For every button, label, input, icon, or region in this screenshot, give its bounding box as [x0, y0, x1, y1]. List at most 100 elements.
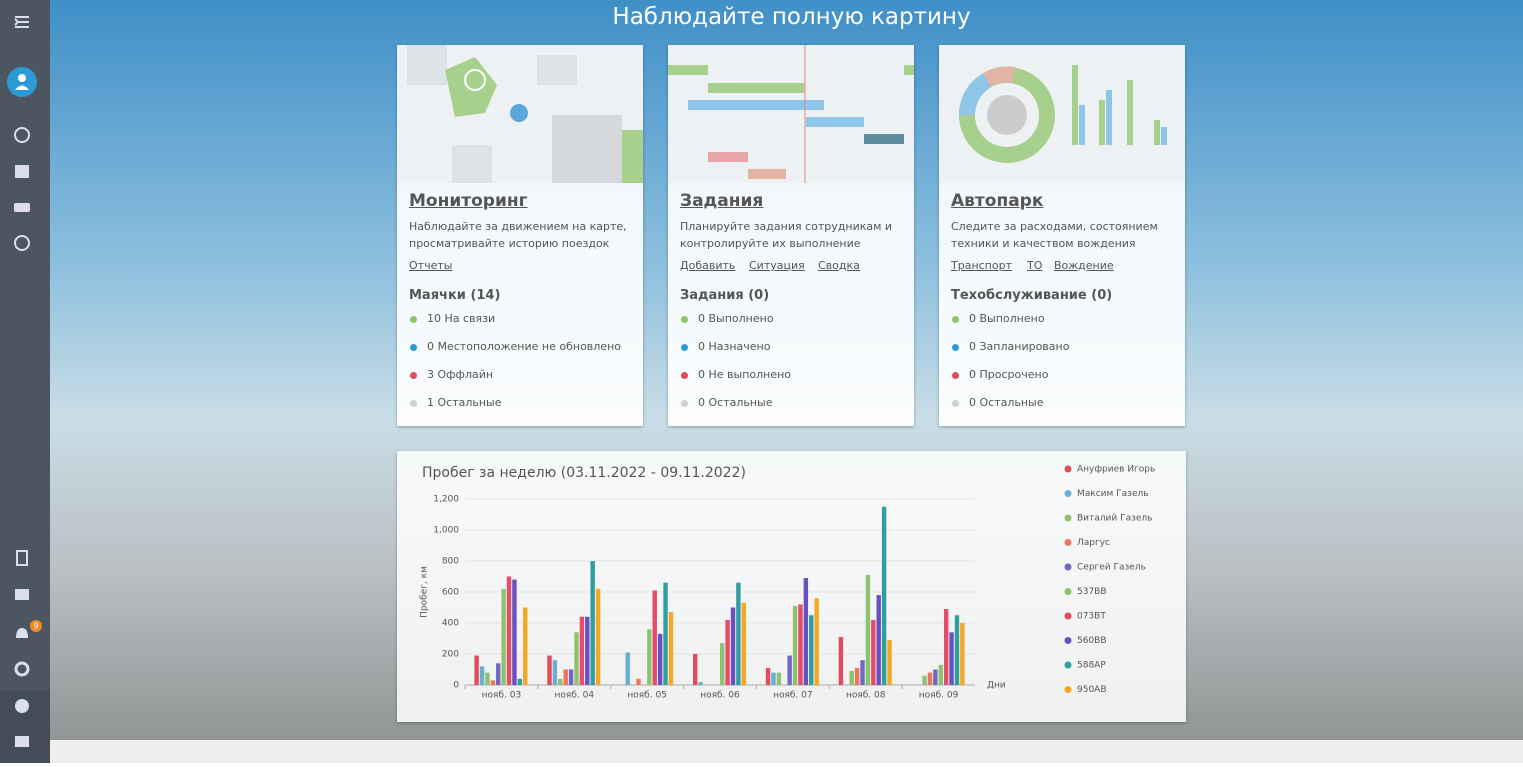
legend-marker — [1064, 661, 1072, 669]
section-title: Маячки (14) — [409, 288, 501, 303]
status-text: 0 Не выполнено — [698, 368, 792, 381]
y-tick-label: 800 — [442, 557, 459, 567]
bar — [887, 640, 892, 685]
card-title[interactable]: Автопарк — [951, 191, 1044, 211]
y-tick-label: 0 — [453, 681, 459, 691]
card-link[interactable]: ТО — [1027, 259, 1043, 272]
bar — [954, 615, 960, 685]
status-text: 1 Остальные — [427, 396, 502, 409]
menu-icon[interactable] — [14, 16, 29, 28]
chat-icon[interactable] — [15, 589, 29, 600]
bar — [595, 588, 601, 685]
legend-label: 537ВВ — [1077, 587, 1107, 597]
card-link[interactable]: Вождение — [1054, 259, 1114, 272]
status-text: 0 Запланировано — [969, 340, 1070, 353]
legend-label: Виталий Газель — [1077, 514, 1152, 524]
card-link[interactable]: Ситуация — [749, 259, 805, 272]
status-dot — [952, 400, 959, 407]
bar — [949, 632, 954, 685]
legend-label: Сергей Газель — [1077, 563, 1146, 573]
bar — [652, 590, 657, 685]
bar — [490, 680, 496, 685]
status-dot — [410, 400, 417, 407]
bar — [552, 660, 558, 685]
status-text: 0 Остальные — [969, 396, 1044, 409]
card-link[interactable]: Сводка — [818, 259, 860, 272]
bar — [849, 671, 854, 685]
card-illustration — [668, 45, 914, 183]
car-icon[interactable] — [14, 203, 30, 212]
bar — [657, 633, 663, 685]
y-axis-label: Пробег, км — [420, 566, 430, 618]
card-illustration — [397, 45, 643, 183]
status-dot — [410, 372, 417, 379]
card-description: просматривайте историю поездок — [409, 237, 610, 250]
legend-marker — [1064, 539, 1072, 546]
bar — [803, 578, 809, 685]
bar — [636, 678, 641, 685]
bar — [741, 602, 746, 685]
status-dot — [952, 372, 959, 379]
card-link[interactable]: Отчеты — [409, 259, 453, 272]
exit-icon[interactable] — [16, 550, 28, 566]
bar — [590, 561, 595, 685]
support-icon[interactable] — [15, 736, 29, 747]
help-icon[interactable] — [15, 699, 29, 713]
bar — [585, 616, 590, 685]
settings-icon[interactable] — [14, 661, 30, 677]
bar — [938, 664, 943, 685]
bar — [814, 598, 819, 685]
y-tick-label: 200 — [442, 650, 459, 660]
legend-label: 073ВТ — [1077, 612, 1106, 622]
clock-icon[interactable] — [14, 235, 30, 251]
status-text: 0 Выполнено — [698, 312, 774, 325]
status-text: 3 Оффлайн — [427, 368, 494, 381]
x-tick-label: нояб. 06 — [700, 691, 740, 701]
bar — [730, 607, 736, 685]
status-dot — [681, 316, 688, 323]
bar — [693, 654, 698, 685]
card-title[interactable]: Задания — [680, 191, 764, 211]
card-title[interactable]: Мониторинг — [409, 191, 528, 211]
bar — [517, 678, 523, 685]
bar — [798, 604, 803, 685]
report-icon[interactable] — [15, 165, 29, 178]
status-dot — [681, 372, 688, 379]
bar — [736, 582, 741, 685]
bar — [943, 609, 949, 685]
legend-marker — [1064, 637, 1072, 644]
legend-label: 588АР — [1077, 661, 1106, 671]
bar — [501, 588, 506, 685]
bar — [579, 616, 585, 685]
bar — [765, 667, 771, 685]
globe-icon[interactable] — [14, 127, 30, 143]
card-link[interactable]: Добавить — [680, 259, 736, 272]
status-dot — [681, 400, 688, 407]
bar — [698, 681, 703, 685]
legend-marker — [1064, 490, 1072, 497]
status-text: 0 Назначено — [698, 340, 771, 353]
x-tick-label: нояб. 07 — [773, 691, 813, 701]
y-tick-label: 600 — [442, 588, 459, 598]
bar — [927, 672, 933, 685]
bar — [647, 629, 652, 685]
status-dot — [952, 316, 959, 323]
bar — [625, 652, 630, 685]
status-text: 0 Остальные — [698, 396, 773, 409]
status-text: 0 Просрочено — [969, 368, 1049, 381]
bar — [876, 595, 881, 685]
status-text: 0 Местоположение не обновлено — [427, 340, 621, 353]
card-description: Планируйте задания сотрудникам и — [680, 220, 893, 233]
bar — [568, 669, 574, 685]
legend-marker — [1064, 612, 1072, 620]
bar — [720, 643, 725, 685]
bar — [725, 619, 730, 685]
card-link[interactable]: Транспорт — [951, 259, 1012, 272]
chart: Пробег за неделю (03.11.2022 - 09.11.202… — [420, 465, 1156, 701]
bar — [792, 605, 798, 685]
sidebar: 9 — [0, 0, 50, 763]
card: Мониторинг Наблюдайте за движением на кар… — [397, 45, 643, 426]
bell-icon[interactable] — [16, 628, 28, 638]
x-tick-label: нояб. 08 — [846, 691, 886, 701]
